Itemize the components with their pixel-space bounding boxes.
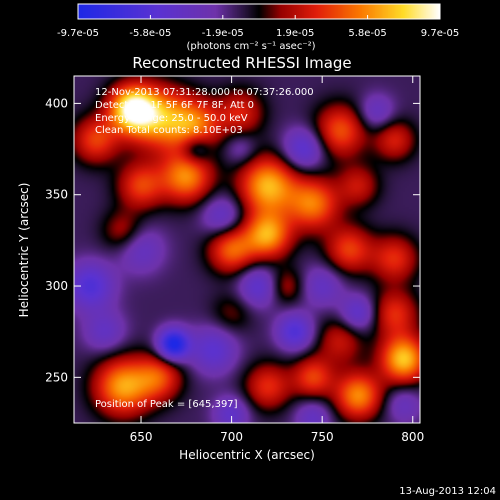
chart-title: Reconstructed RHESSI Image — [132, 54, 351, 72]
x-axis-ticks: 650 700 750 800 — [130, 76, 424, 444]
y-axis-ticks: 250 300 350 400 — [45, 96, 420, 384]
x-tick-label: 700 — [220, 430, 243, 444]
colorbar-tick-label: -9.7e-05 — [57, 28, 99, 39]
x-axis-label: Heliocentric X (arcsec) — [179, 448, 315, 462]
colorbar-unit-label: (photons cm⁻² s⁻¹ asec⁻²) — [186, 41, 315, 52]
y-tick-label: 300 — [45, 279, 68, 293]
annotation-time-range: 12-Nov-2013 07:31:28.000 to 07:37:26.000 — [95, 87, 314, 98]
colorbar-frame — [77, 3, 441, 20]
x-tick-label: 650 — [130, 430, 153, 444]
footer-date: 13-Aug-2013 12:04 — [399, 486, 496, 497]
y-tick-label: 400 — [45, 96, 68, 110]
x-tick-label: 750 — [311, 430, 334, 444]
colorbar-tick-label: -5.8e-05 — [129, 28, 171, 39]
colorbar-gradient — [78, 4, 440, 19]
colorbar-tick-label: 9.7e-05 — [421, 28, 459, 39]
plot-frame — [73, 75, 421, 424]
colorbar-tick-label: 5.8e-05 — [348, 28, 386, 39]
y-tick-label: 350 — [45, 188, 68, 202]
y-tick-label: 250 — [45, 370, 68, 384]
y-axis-label: Heliocentric Y (arcsec) — [17, 183, 31, 318]
x-tick-label: 800 — [401, 430, 424, 444]
annotation-energy-range: Energy Range: 25.0 - 50.0 keV — [95, 113, 248, 124]
peak-position-label: Position of Peak = [645,397] — [95, 399, 238, 410]
heatmap-image — [74, 76, 420, 423]
colorbar-tick-label: 1.9e-05 — [276, 28, 314, 39]
colorbar-tick-label: -1.9e-05 — [202, 28, 244, 39]
annotation-counts: Clean Total counts: 8.10E+03 — [95, 125, 243, 136]
annotation-detectors: Detectors: 1F 5F 6F 7F 8F, Att 0 — [95, 100, 254, 111]
colorbar-ticks: -9.7e-05 -5.8e-05 -1.9e-05 1.9e-05 5.8e-05 9.… — [57, 15, 459, 39]
